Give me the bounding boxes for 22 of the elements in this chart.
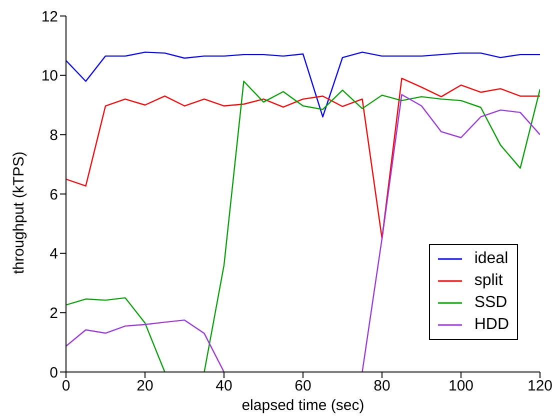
y-tick-label: 6 — [50, 186, 58, 204]
x-tick-label: 100 — [448, 378, 474, 395]
y-tick-label: 8 — [50, 126, 58, 144]
x-tick-label: 60 — [294, 378, 312, 395]
x-tick-label: 20 — [136, 378, 154, 395]
legend-label: split — [474, 271, 503, 291]
x-axis-title: elapsed time (sec) — [242, 397, 364, 414]
y-tick-label: 2 — [50, 304, 58, 322]
legend-label: SSD — [474, 293, 508, 313]
y-tick-label: 10 — [41, 68, 58, 85]
legend-label: ideal — [474, 249, 508, 269]
line-series — [66, 52, 540, 118]
x-tick-label: 0 — [62, 378, 70, 395]
x-tick-label: 120 — [527, 378, 553, 395]
x-tick-label: 80 — [374, 378, 390, 395]
legend-label: HDD — [474, 315, 509, 335]
y-tick-label: 12 — [41, 8, 58, 26]
line-series — [66, 78, 540, 240]
y-axis-title: throughput (kTPS) — [10, 151, 28, 274]
y-tick-label: 4 — [50, 246, 58, 263]
y-tick-label: 0 — [50, 364, 58, 382]
x-tick-label: 40 — [216, 378, 232, 395]
